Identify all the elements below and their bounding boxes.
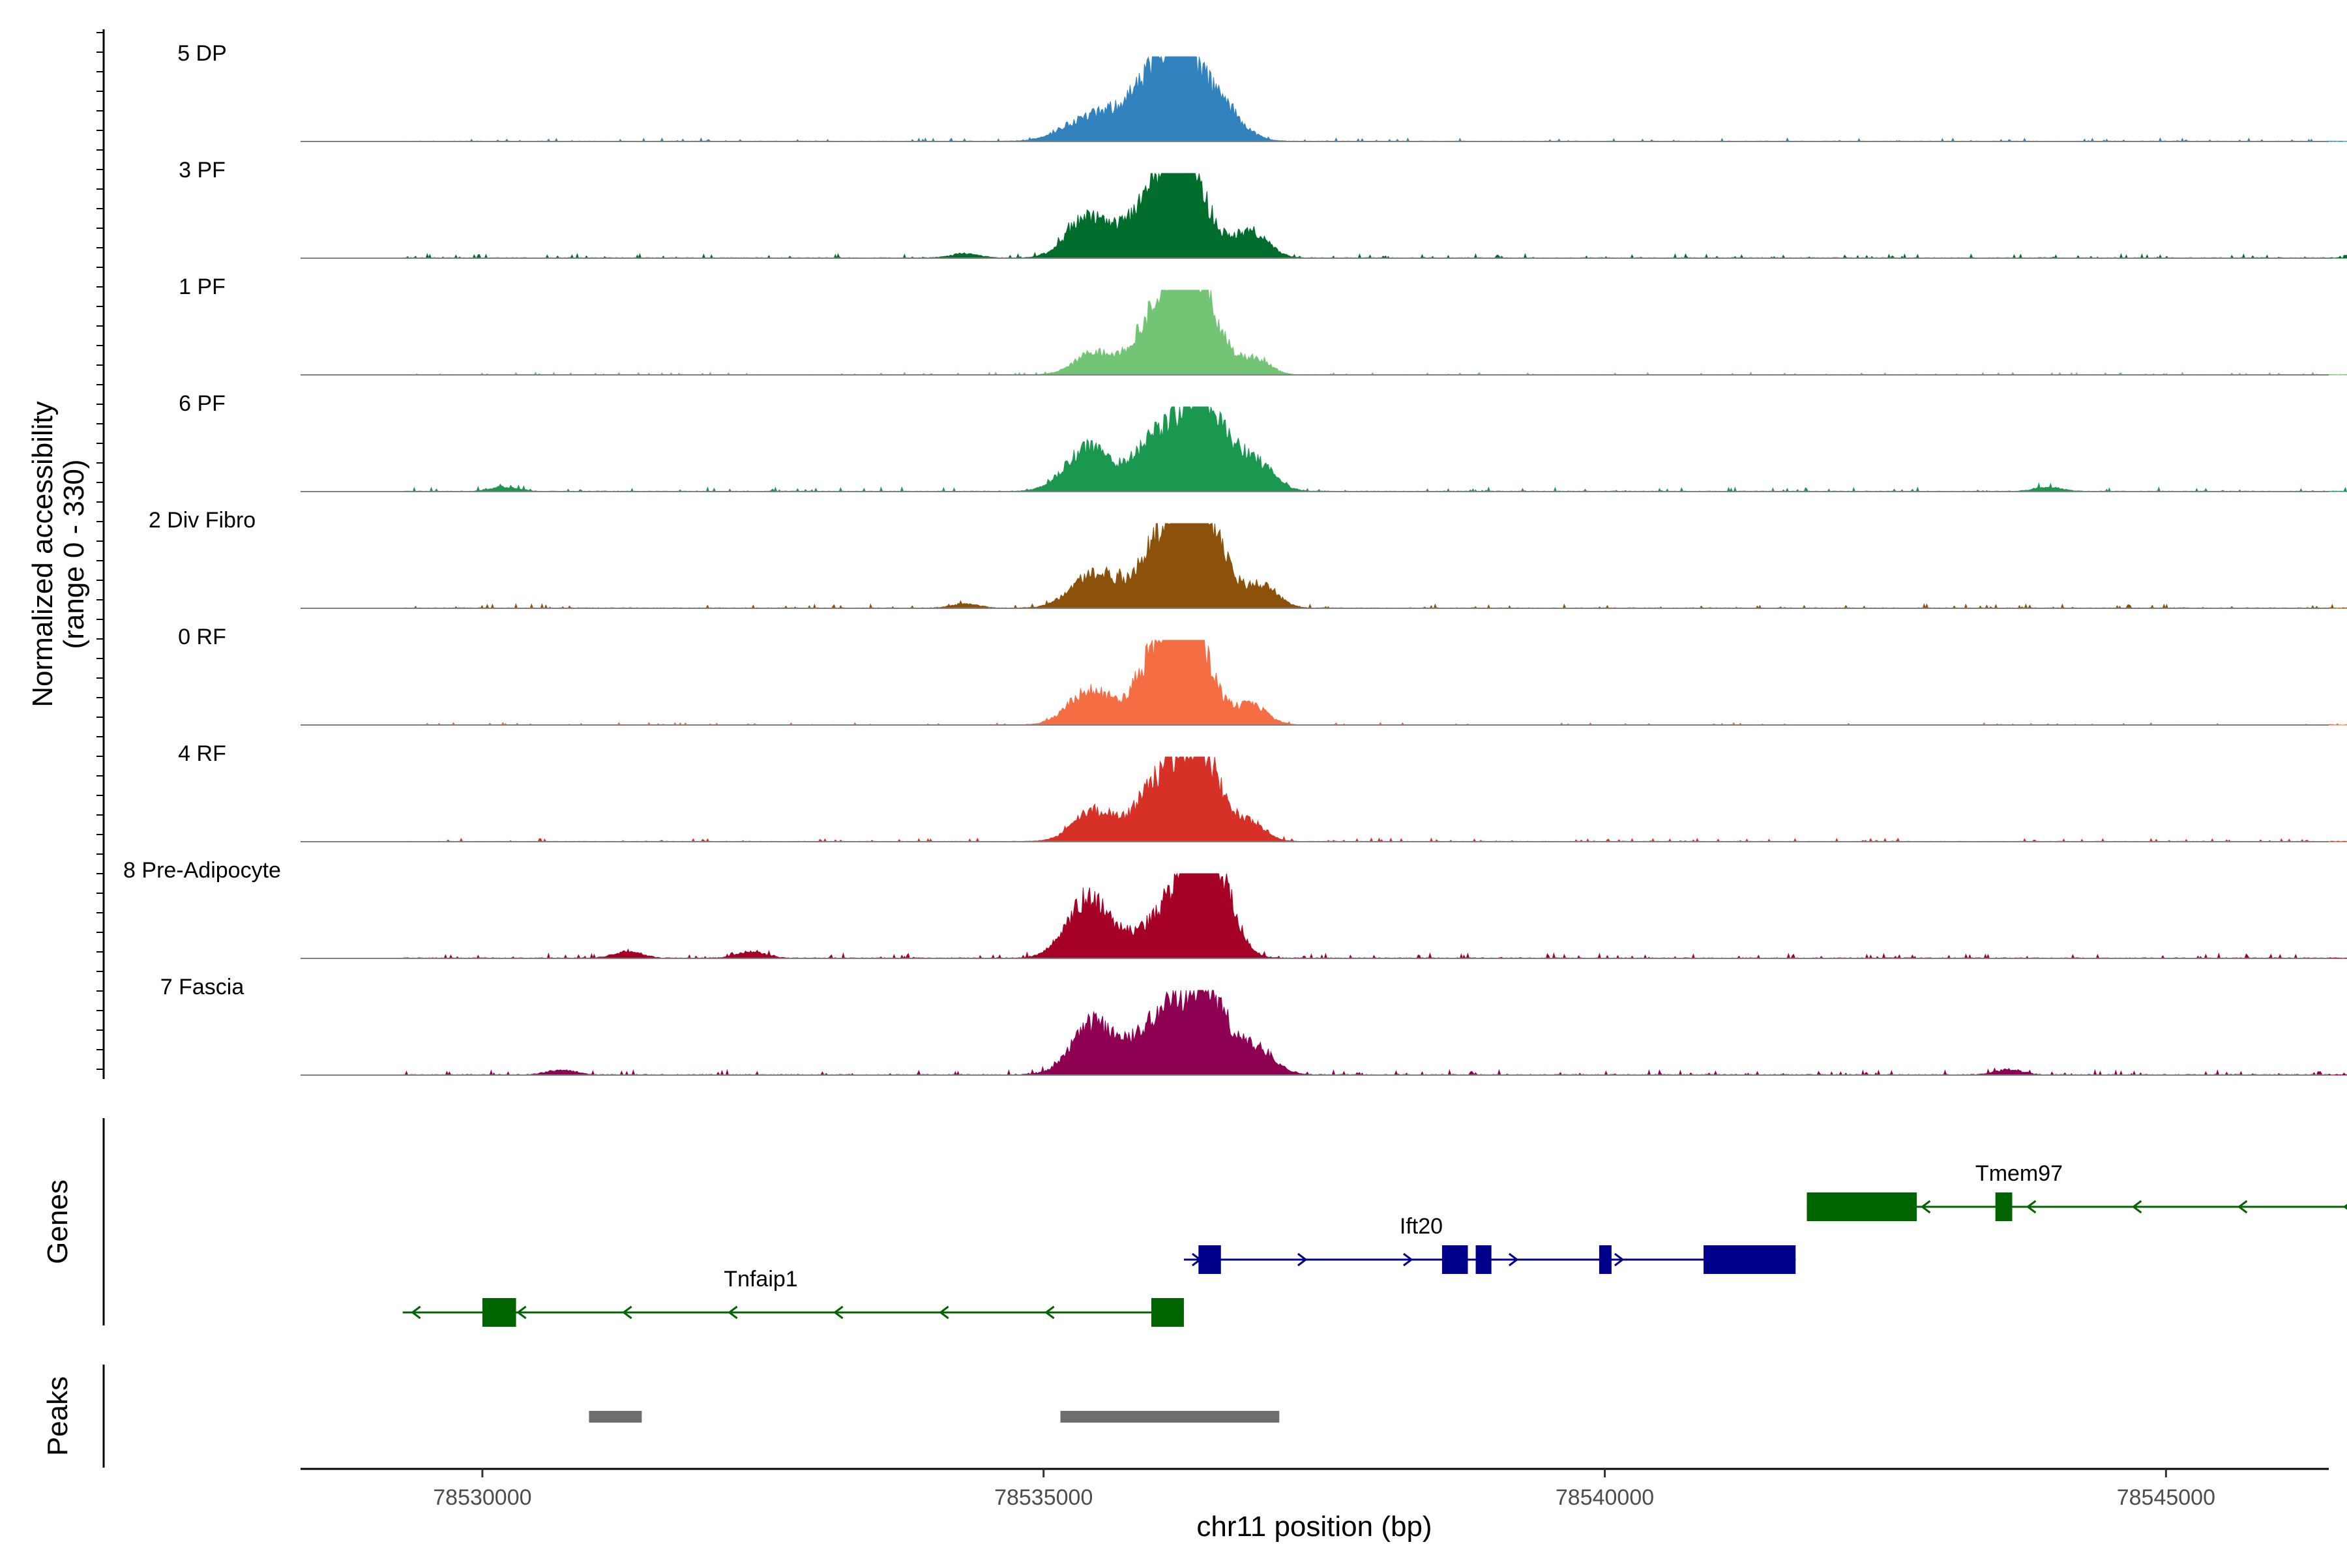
coverage-area bbox=[403, 872, 2347, 960]
track-label: 3 PF bbox=[179, 158, 226, 183]
gene-label: Tnfaip1 bbox=[724, 1267, 797, 1292]
track-4-rf: 4 RF bbox=[178, 741, 2347, 842]
coverage-area bbox=[403, 523, 2347, 610]
coverage-area bbox=[403, 989, 2347, 1076]
peaks-panel-label: Peaks bbox=[42, 1376, 74, 1456]
gene-exon bbox=[1441, 1245, 1468, 1274]
coverage-area bbox=[403, 173, 2347, 259]
gene-exon bbox=[1198, 1245, 1221, 1274]
gene-exon bbox=[1151, 1298, 1184, 1327]
gene-exon bbox=[1807, 1192, 1917, 1221]
strand-arrow bbox=[833, 1305, 844, 1320]
track-label: 4 RF bbox=[178, 741, 226, 766]
peak-region bbox=[589, 1411, 642, 1423]
gene-tmem97: Tmem97 bbox=[1807, 1161, 2347, 1221]
gene-exon bbox=[1995, 1192, 2013, 1221]
peak-region bbox=[1060, 1411, 1280, 1423]
coverage-y-axis-title: Normalized accessibility (range 0 - 330) bbox=[27, 401, 90, 707]
track-5-dp: 5 DP bbox=[177, 41, 2347, 142]
coverage-area bbox=[404, 406, 2347, 492]
strand-arrow bbox=[1920, 1200, 1931, 1214]
track-1-pf: 1 PF bbox=[179, 274, 2347, 376]
gene-models: Tmem97 Ift20 Tnfaip1 bbox=[402, 1161, 2347, 1327]
x-tick-label: 78535000 bbox=[994, 1485, 1093, 1510]
peak-regions bbox=[589, 1411, 1280, 1423]
strand-arrow bbox=[1614, 1252, 1625, 1267]
strand-arrow bbox=[728, 1305, 738, 1320]
coverage-tracks: 5 DP 3 PF 1 PF 6 PF 2 Div Fibro 0 RF 4 RF 8 Pre… bbox=[123, 41, 2347, 1076]
coverage-area bbox=[403, 640, 2347, 726]
strand-arrow bbox=[2026, 1200, 2037, 1214]
strand-arrow bbox=[622, 1305, 632, 1320]
gene-label: Ift20 bbox=[1400, 1214, 1443, 1239]
track-0-rf: 0 RF bbox=[178, 625, 2347, 726]
track-label: 0 RF bbox=[178, 625, 226, 649]
x-tick-label: 78545000 bbox=[2117, 1485, 2215, 1510]
track-label: 5 DP bbox=[177, 41, 227, 66]
x-tick-label: 78540000 bbox=[1556, 1485, 1654, 1510]
x-axis-ticks: 78530000 78535000 78540000 78545000 bbox=[433, 1469, 2215, 1510]
strand-arrow bbox=[1044, 1305, 1055, 1320]
track-label: 1 PF bbox=[179, 274, 226, 299]
strand-arrow bbox=[1297, 1252, 1308, 1267]
gene-exon bbox=[1599, 1245, 1612, 1274]
coverage-y-minor-ticks bbox=[96, 32, 104, 1070]
coverage-area bbox=[403, 55, 2347, 142]
track-label: 8 Pre-Adipocyte bbox=[123, 858, 281, 883]
strand-arrow bbox=[411, 1305, 421, 1320]
coverage-area bbox=[403, 756, 2347, 842]
track-2-div-fibro: 2 Div Fibro bbox=[149, 508, 2347, 610]
x-axis-title: chr11 position (bp) bbox=[1196, 1511, 1432, 1543]
strand-arrow bbox=[2342, 1204, 2347, 1210]
gene-label: Tmem97 bbox=[1975, 1161, 2063, 1186]
strand-arrow bbox=[939, 1305, 949, 1320]
track-label: 7 Fascia bbox=[160, 975, 244, 999]
strand-arrow bbox=[1509, 1252, 1519, 1267]
strand-arrow bbox=[516, 1305, 527, 1320]
gene-tnfaip1: Tnfaip1 bbox=[402, 1267, 1184, 1327]
coverage-area bbox=[404, 289, 2347, 376]
genes-panel-label: Genes bbox=[42, 1179, 74, 1264]
track-3-pf: 3 PF bbox=[179, 158, 2347, 259]
track-7-fascia: 7 Fascia bbox=[160, 975, 2347, 1076]
gene-exon bbox=[1704, 1245, 1796, 1274]
track-label: 2 Div Fibro bbox=[149, 508, 256, 533]
track-6-pf: 6 PF bbox=[179, 391, 2347, 492]
track-8-pre-adipocyte: 8 Pre-Adipocyte bbox=[123, 858, 2347, 960]
strand-arrow bbox=[2237, 1200, 2248, 1214]
gene-exon bbox=[1475, 1245, 1492, 1274]
y-axis-title: Normalized accessibility bbox=[27, 401, 59, 707]
gene-ift20: Ift20 bbox=[1183, 1214, 1796, 1274]
gene-exon bbox=[482, 1298, 516, 1327]
strand-arrow bbox=[2131, 1200, 2142, 1214]
x-tick-label: 78530000 bbox=[433, 1485, 531, 1510]
track-label: 6 PF bbox=[179, 391, 226, 416]
y-axis-range: (range 0 - 330) bbox=[58, 459, 90, 649]
strand-arrow bbox=[1403, 1252, 1413, 1267]
